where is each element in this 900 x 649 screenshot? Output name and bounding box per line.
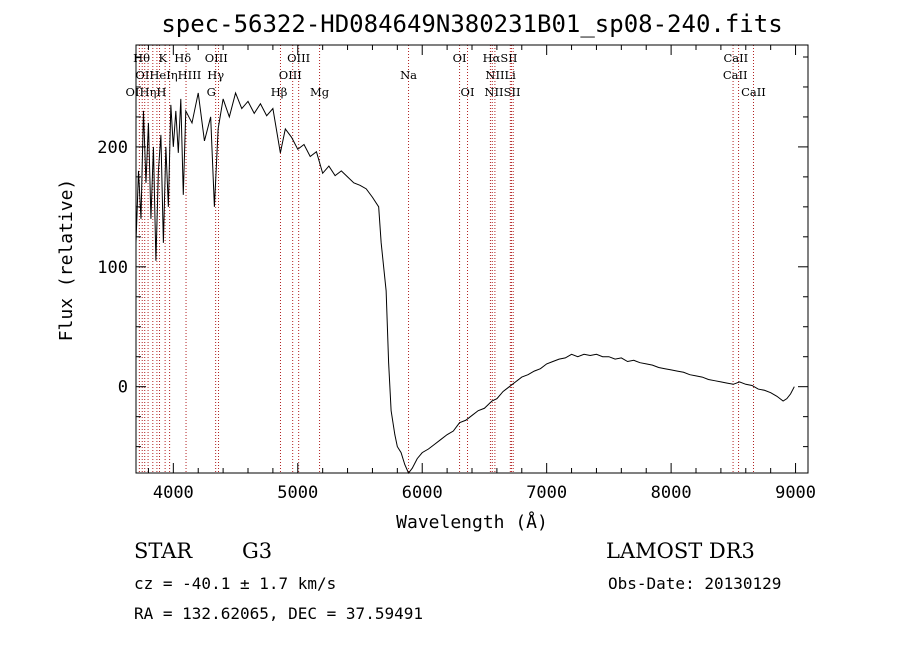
line-label-12: NIILi: [485, 68, 516, 82]
y-tick-label-100: 100: [97, 258, 128, 278]
line-label-11: Na: [400, 68, 417, 82]
x-tick-label-6000: 6000: [402, 483, 443, 503]
coordinates-text: RA = 132.62065, DEC = 37.59491: [134, 604, 423, 623]
line-label-13: CaII: [723, 68, 748, 82]
x-tick-label-7000: 7000: [526, 483, 567, 503]
line-label-9: Hγ: [207, 68, 224, 82]
line-label-10: OIII: [279, 68, 302, 82]
y-axis-label: Flux (relative): [56, 179, 77, 342]
observation-date: Obs-Date: 20130129: [608, 574, 781, 593]
y-tick-label-0: 0: [118, 378, 128, 398]
line-label-7: CaII: [723, 51, 748, 65]
emission-line-labels: Hθ K Hδ OIII OIII OI HαSII CaII OIHeIηHIII Hγ OIII…: [125, 51, 765, 99]
line-label-15: G: [207, 85, 216, 99]
line-label-14: OIHηH: [125, 85, 166, 99]
x-tick-label-9000: 9000: [775, 483, 816, 503]
line-label-6: HαSII: [483, 51, 518, 65]
x-axis-label: Wavelength (Å): [396, 511, 548, 533]
x-tick-label-8000: 8000: [651, 483, 692, 503]
plot-frame: [135, 44, 809, 474]
x-tick-label-5000: 5000: [277, 483, 318, 503]
line-label-19: NIISII: [484, 85, 520, 99]
line-label-16: Hβ: [271, 85, 288, 99]
line-label-5: OI: [453, 51, 467, 65]
object-subclass: G3: [242, 539, 272, 563]
x-tick-label-4000: 4000: [153, 483, 194, 503]
line-label-18: OI: [461, 85, 475, 99]
spectrum-series-line: [135, 91, 795, 474]
axis-ticks: 4000 5000 6000 7000 8000 9000 0 100 200: [97, 45, 816, 503]
line-label-8: OIHeIηHIII: [135, 68, 201, 82]
redshift-text: cz = -40.1 ± 1.7 km/s: [134, 574, 336, 593]
line-label-3: OIII: [205, 51, 228, 65]
line-label-20: CaII: [741, 85, 766, 99]
line-label-4: OIII: [287, 51, 310, 65]
line-label-2: Hδ: [174, 51, 191, 65]
y-tick-label-200: 200: [97, 138, 128, 158]
line-label-1: K: [158, 51, 167, 65]
object-class: STAR: [134, 539, 193, 563]
line-label-0: Hθ: [133, 51, 150, 65]
chart-title: spec-56322-HD084649N380231B01_sp08-240.f…: [161, 10, 782, 38]
line-label-17: Mg: [310, 85, 330, 99]
survey-name: LAMOST DR3: [606, 539, 755, 563]
emission-line-markers: [138, 45, 754, 473]
